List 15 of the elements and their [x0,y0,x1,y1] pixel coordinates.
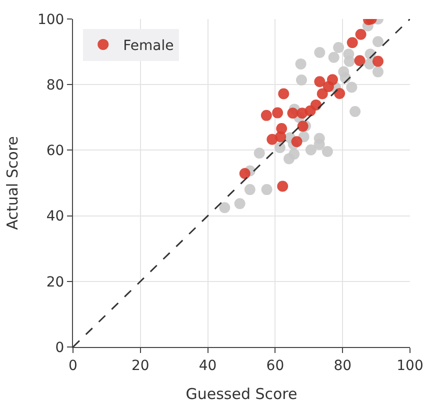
x-tick-label: 20 [131,358,150,374]
x-tick-label: 100 [396,358,424,374]
y-tick-label: 60 [46,143,64,160]
x-axis-title: Guessed Score [186,384,298,403]
y-tick-label: 100 [37,12,64,28]
y-tick-label: 20 [46,274,64,290]
y-tick-label: 40 [46,208,64,225]
x-tick-label: 0 [68,358,78,374]
x-tick-label: 40 [198,358,217,374]
legend-label: Female [123,38,174,54]
x-tick-label: 60 [266,358,284,374]
y-axis-title: Actual Score [4,136,22,230]
y-tick-label: 80 [46,78,64,94]
y-tick-label: 0 [55,340,64,356]
x-tick-label: 80 [334,358,352,374]
